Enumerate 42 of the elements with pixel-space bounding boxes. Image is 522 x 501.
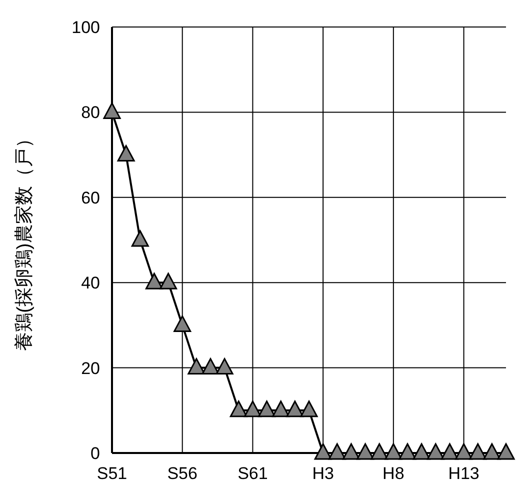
- point: [455, 443, 473, 460]
- x-tick-label: H13: [448, 464, 480, 483]
- point: [370, 443, 388, 460]
- x-tick-label: H3: [312, 464, 334, 483]
- point: [160, 272, 178, 290]
- point: [300, 400, 318, 418]
- y-tick-label: 80: [81, 103, 100, 122]
- point: [286, 400, 304, 418]
- point: [469, 443, 487, 460]
- y-axis-title: 養鶏(採卵鶏)農家数（戸）: [13, 129, 35, 351]
- y-tick-label: 0: [90, 444, 100, 463]
- point: [272, 400, 290, 418]
- y-tick-label: 20: [81, 358, 100, 378]
- point: [426, 443, 444, 460]
- point: [440, 443, 458, 460]
- x-tick-label: H8: [382, 464, 404, 483]
- point: [497, 443, 515, 460]
- point: [342, 443, 360, 460]
- point: [398, 443, 416, 460]
- x-tick-label: S51: [96, 464, 128, 483]
- point: [412, 443, 430, 460]
- point: [188, 358, 206, 375]
- y-tick-label: 60: [81, 188, 100, 208]
- point: [258, 400, 276, 418]
- y-tick-label: 40: [81, 274, 100, 293]
- point: [103, 102, 121, 119]
- x-tick-label: S61: [238, 464, 268, 483]
- point: [356, 443, 374, 460]
- point: [244, 400, 262, 418]
- point: [384, 443, 402, 460]
- point: [145, 272, 163, 290]
- point: [131, 230, 149, 247]
- x-tick-label: S56: [167, 464, 198, 483]
- point: [216, 358, 234, 375]
- point: [230, 400, 248, 418]
- point: [117, 145, 135, 162]
- point: [314, 443, 332, 460]
- point: [202, 358, 220, 375]
- y-tick-label: 100: [72, 18, 100, 37]
- point: [483, 443, 501, 460]
- point: [328, 443, 346, 460]
- point: [174, 315, 192, 332]
